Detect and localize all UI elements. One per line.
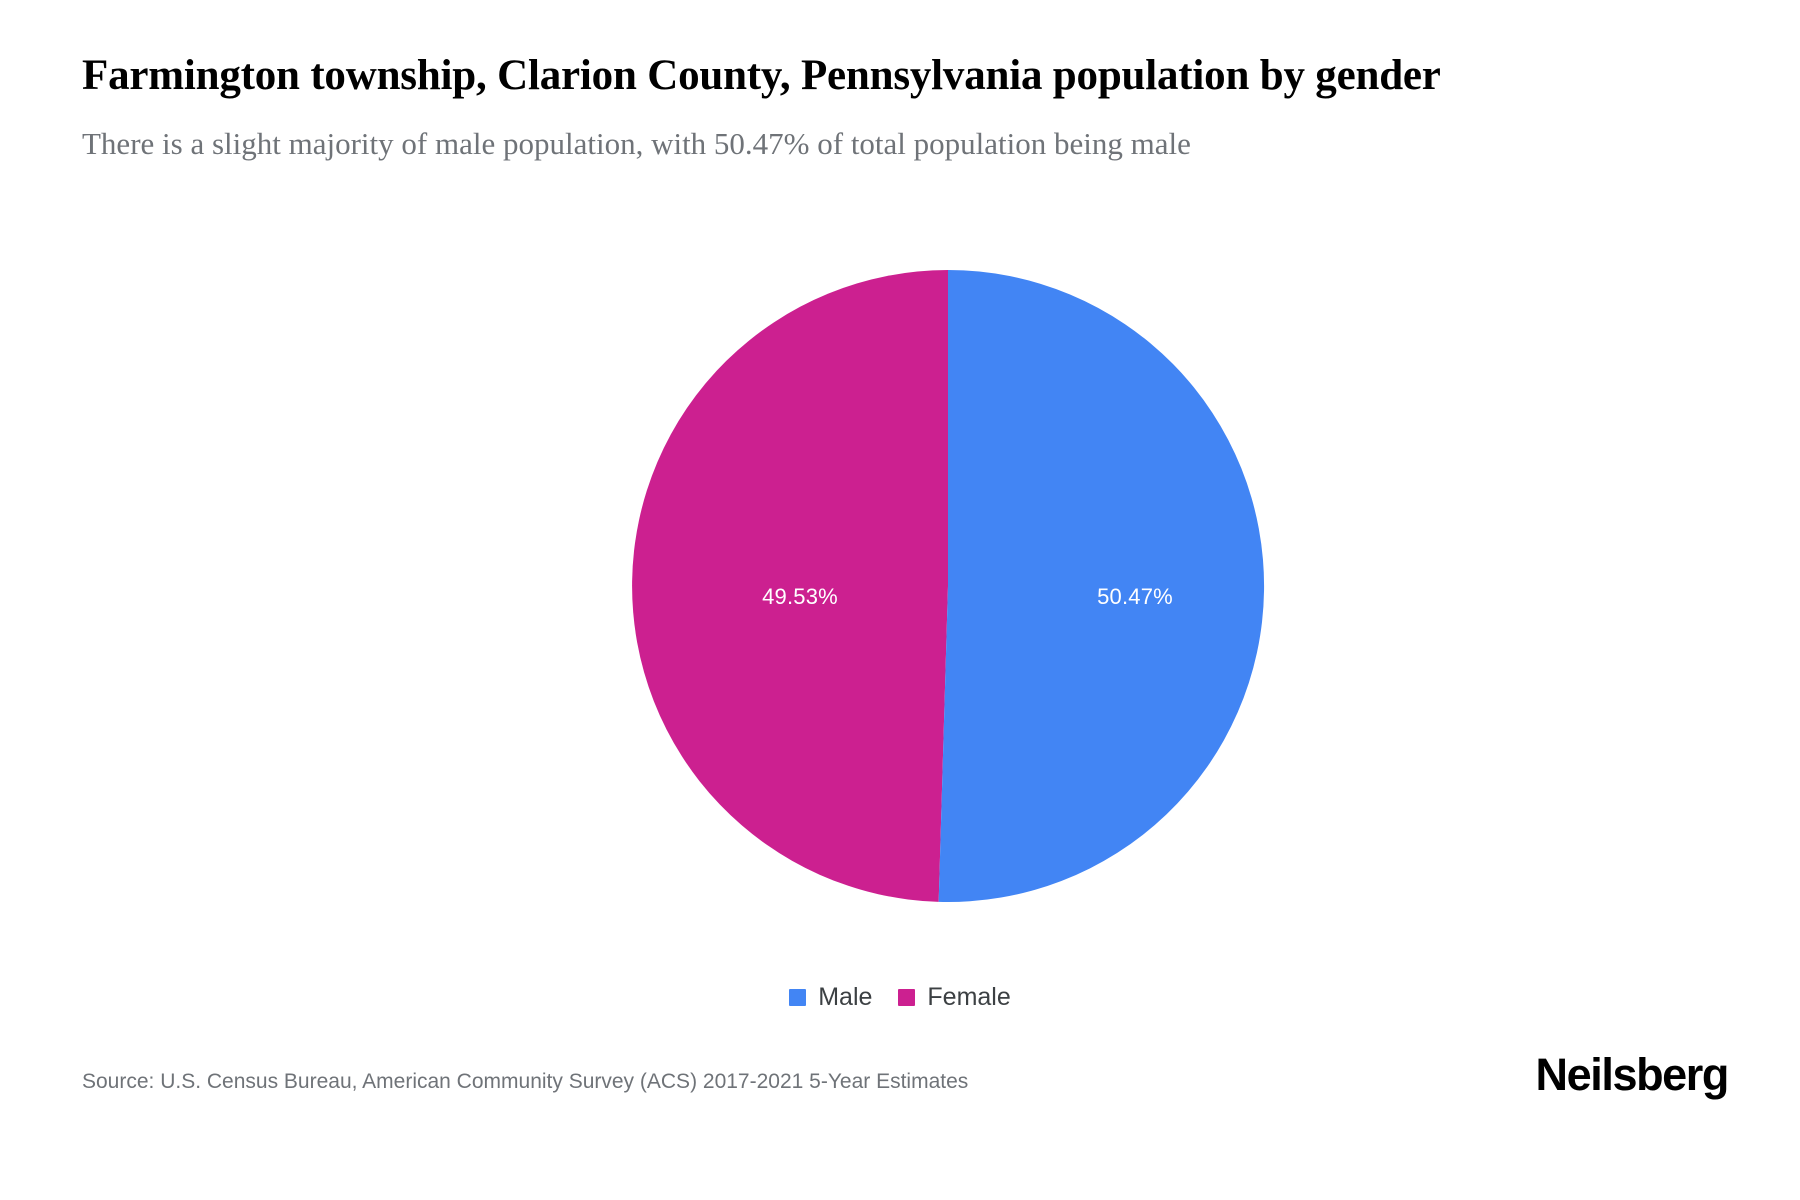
pie-chart: 49.53% 50.47% <box>0 200 1800 940</box>
legend-item-female[interactable]: Female <box>898 983 1011 1011</box>
pie-slice-label-female: 49.53% <box>762 584 838 609</box>
legend-item-male[interactable]: Male <box>789 985 872 1010</box>
neilsberg-logo: Neilsberg <box>1535 1049 1730 1100</box>
legend-label-male: Male <box>818 983 873 1011</box>
pie-slice-male[interactable] <box>938 270 1265 902</box>
source-note: Source: U.S. Census Bureau, American Com… <box>82 1070 969 1093</box>
pie-svg <box>632 270 1265 902</box>
page-subtitle: There is a slight majority of male popul… <box>82 126 1191 161</box>
legend-swatch-female-icon <box>898 989 916 1006</box>
pie-slice-female[interactable] <box>632 270 948 902</box>
pie-graphic: 49.53% 50.47% <box>632 270 1265 902</box>
pie-slice-label-male: 50.47% <box>1097 584 1173 609</box>
legend-label-female: Female <box>927 983 1011 1011</box>
legend-swatch-male-icon <box>789 989 807 1006</box>
page-title: Farmington township, Clarion County, Pen… <box>82 52 1441 99</box>
chart-legend: Male Female <box>0 985 1800 1010</box>
